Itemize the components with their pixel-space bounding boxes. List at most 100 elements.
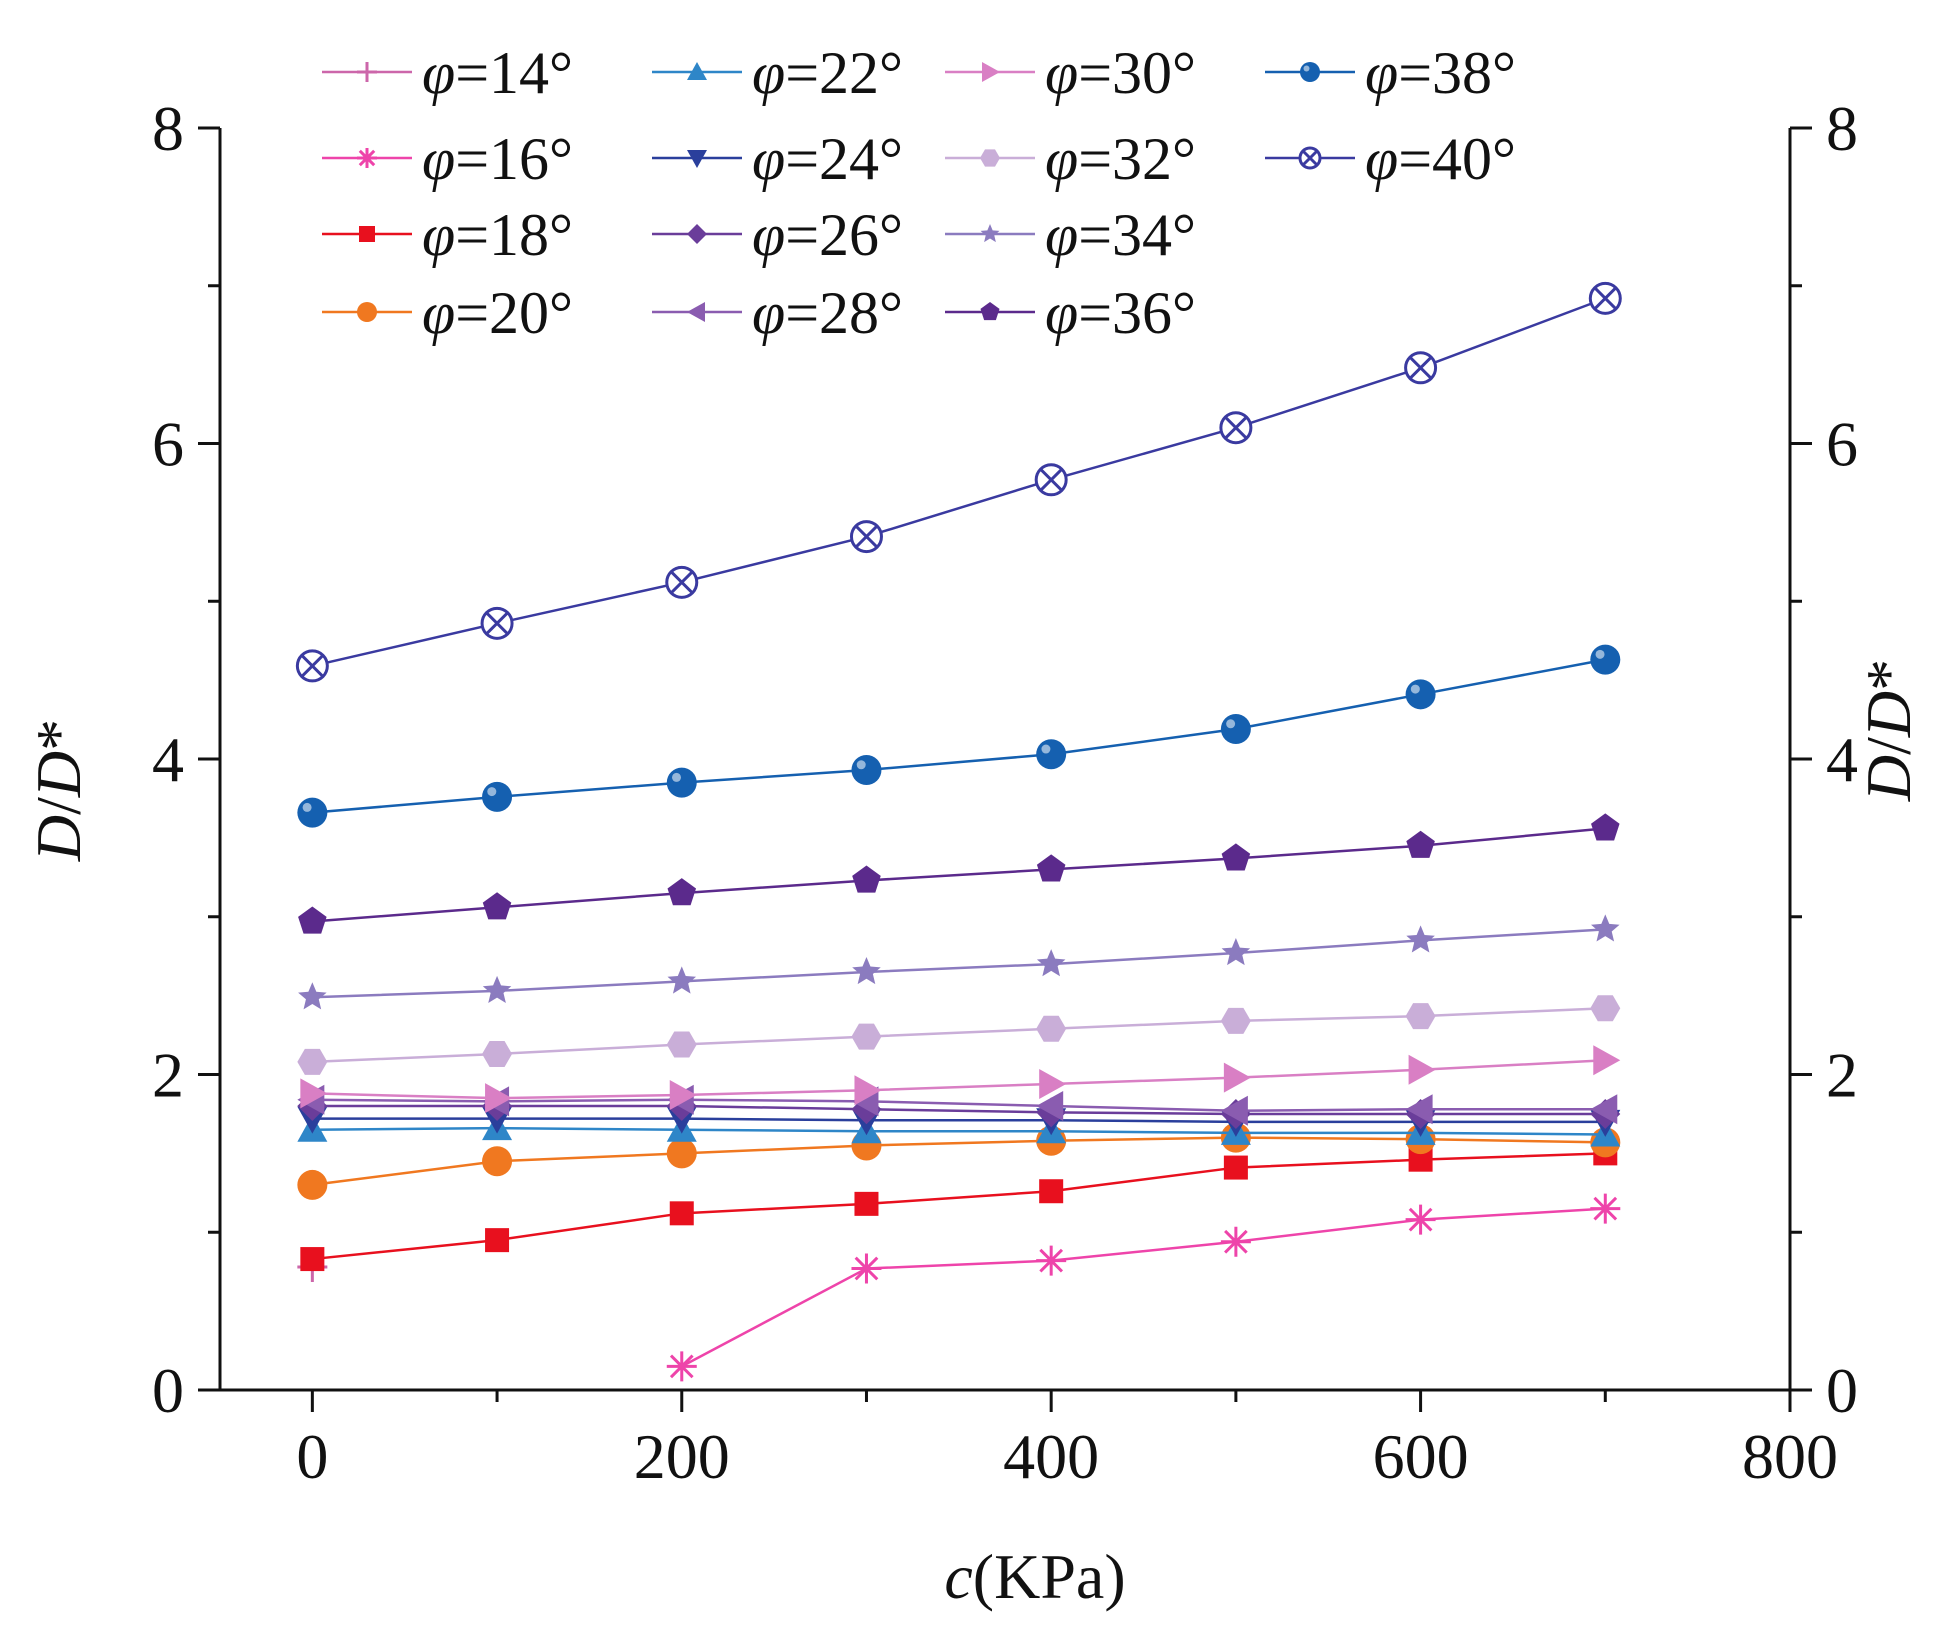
series-line xyxy=(312,1104,1606,1116)
data-point xyxy=(482,975,512,1004)
data-point xyxy=(667,966,697,994)
y-tick-label-right: 2 xyxy=(1826,1040,1858,1111)
series-11 xyxy=(298,813,1620,934)
legend-item-11: φ=36° xyxy=(945,280,1196,346)
data-point xyxy=(1039,1179,1064,1204)
legend-label: φ=16° xyxy=(422,126,573,192)
legend-symbol: φ xyxy=(752,202,785,268)
legend-symbol: φ xyxy=(422,126,455,192)
data-point-cross xyxy=(300,654,324,678)
y-axis-title-right-part: D xyxy=(1853,755,1924,802)
series-line xyxy=(681,1207,1606,1368)
data-point xyxy=(1593,1045,1621,1076)
data-point-cross xyxy=(1593,286,1617,310)
data-point xyxy=(482,1041,513,1067)
data-point xyxy=(300,1078,328,1109)
legend-item-9: φ=32° xyxy=(945,126,1196,192)
data-point xyxy=(1221,938,1251,966)
series-line xyxy=(312,928,1606,999)
series-line xyxy=(312,1117,1606,1124)
data-point-cross xyxy=(1039,468,1063,492)
data-point xyxy=(1408,1054,1436,1085)
data-point xyxy=(1036,1015,1067,1042)
data-point xyxy=(854,1191,879,1216)
data-point xyxy=(666,1351,697,1382)
legend-value: =40° xyxy=(1398,126,1516,192)
x-tick-label: 200 xyxy=(634,1421,730,1492)
data-point xyxy=(1591,914,1620,942)
data-point-cross xyxy=(854,525,879,549)
legend-item-8: φ=30° xyxy=(945,40,1196,106)
x-tick-label: 600 xyxy=(1373,1421,1469,1492)
y-axis-title-left-part: / xyxy=(23,797,94,815)
data-point-cross xyxy=(1224,416,1248,440)
data-point-highlight xyxy=(1226,719,1236,729)
series-line xyxy=(312,1126,1606,1136)
data-point-highlight xyxy=(672,772,682,782)
legend-item-2: φ=18° xyxy=(322,202,573,268)
legend-label: φ=24° xyxy=(752,126,903,192)
series-2 xyxy=(300,1141,1618,1272)
legend-value: =34° xyxy=(1078,202,1196,268)
legend-value: =22° xyxy=(785,40,903,106)
data-point xyxy=(1405,1204,1436,1235)
series-line xyxy=(312,1136,1606,1187)
legend-label: φ=36° xyxy=(1045,280,1196,346)
data-point xyxy=(852,956,881,985)
data-point xyxy=(482,781,513,812)
y-axis-title-left-part: * xyxy=(23,719,94,751)
data-point xyxy=(485,1083,513,1114)
legend-item-12: φ=38° xyxy=(1265,40,1516,106)
y-axis-title-right-part: * xyxy=(1853,659,1924,691)
data-point xyxy=(1039,1068,1067,1099)
legend-marker xyxy=(687,150,707,168)
data-point-cross xyxy=(485,611,509,635)
series-line xyxy=(312,658,1606,814)
legend-marker xyxy=(687,62,707,80)
x-tick-label: 400 xyxy=(1003,1421,1099,1492)
series-line xyxy=(312,1152,1606,1261)
legend-marker xyxy=(357,62,377,82)
data-point-highlight xyxy=(1595,649,1605,659)
data-point xyxy=(669,1201,694,1226)
legend-symbol: φ xyxy=(1045,40,1078,106)
y-tick-label-right: 4 xyxy=(1826,724,1858,795)
legend-item-0: φ=14° xyxy=(322,40,573,106)
legend-label: φ=38° xyxy=(1365,40,1516,106)
legend-item-1: φ=16° xyxy=(322,126,573,192)
data-point xyxy=(1036,854,1066,882)
y-tick-label-right: 8 xyxy=(1826,93,1858,164)
legend-item-3: φ=20° xyxy=(322,280,573,346)
data-point xyxy=(852,865,881,893)
series-line xyxy=(312,1059,1606,1100)
data-point xyxy=(1036,739,1067,770)
data-point xyxy=(300,1247,325,1272)
legend-label: φ=18° xyxy=(422,202,573,268)
y-axis-title-right-part: / xyxy=(1853,737,1924,755)
legend-item-6: φ=26° xyxy=(652,202,903,268)
legend-marker xyxy=(359,226,375,242)
data-point xyxy=(1221,843,1251,871)
legend-label: φ=40° xyxy=(1365,126,1516,192)
legend-item-4: φ=22° xyxy=(652,40,903,106)
series-12 xyxy=(297,644,1621,828)
series-4 xyxy=(297,1113,1621,1147)
y-tick-label-left: 8 xyxy=(152,93,184,164)
legend-label: φ=32° xyxy=(1045,126,1196,192)
data-point-cross xyxy=(670,570,694,594)
data-point xyxy=(298,982,327,1010)
data-point xyxy=(297,797,328,828)
data-point xyxy=(851,1253,882,1284)
data-point xyxy=(1406,830,1435,858)
series-line xyxy=(312,1006,1606,1064)
series-line xyxy=(312,827,1606,923)
data-point xyxy=(297,1048,328,1075)
legend-label: φ=30° xyxy=(1045,40,1196,106)
legend-value: =26° xyxy=(785,202,903,268)
legend-value: =16° xyxy=(455,126,573,192)
data-point xyxy=(482,892,512,920)
y-axis-title-left-part: D xyxy=(23,751,94,798)
data-point xyxy=(1036,1091,1064,1122)
data-point xyxy=(1220,1007,1251,1034)
